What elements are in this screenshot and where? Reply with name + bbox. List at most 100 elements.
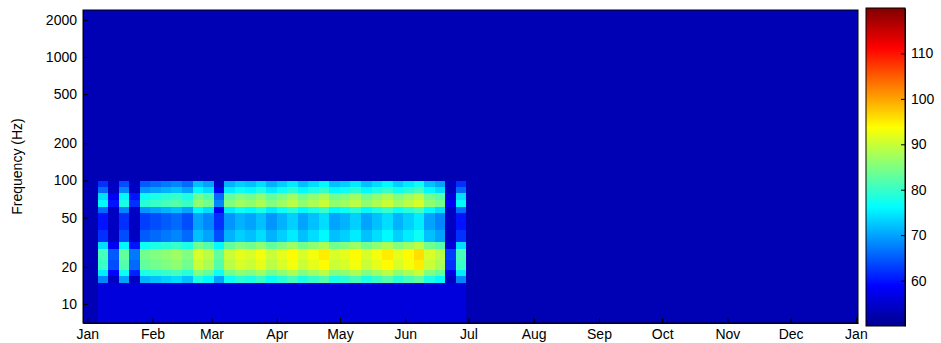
cell — [214, 282, 225, 323]
cell — [161, 269, 172, 275]
cell — [319, 206, 330, 213]
axis-line — [905, 9, 906, 327]
cell — [466, 249, 858, 260]
cell — [150, 242, 161, 250]
cell — [319, 180, 330, 186]
cell — [287, 212, 298, 230]
cell — [287, 230, 298, 242]
cell — [403, 192, 414, 200]
cell — [298, 242, 309, 250]
cell — [140, 212, 151, 230]
tick: Jun — [394, 318, 417, 342]
tick: Aug — [522, 318, 547, 342]
cell — [424, 242, 435, 250]
cell — [308, 192, 319, 200]
cell — [83, 206, 98, 213]
cell — [382, 249, 393, 260]
cell — [382, 206, 393, 213]
tick: 200 — [54, 135, 88, 151]
cell — [193, 259, 204, 270]
tick: Feb — [141, 318, 165, 342]
tick: Sep — [587, 318, 612, 342]
cell — [266, 206, 277, 213]
cell — [171, 186, 182, 193]
cell — [329, 186, 340, 193]
cell — [129, 186, 140, 193]
color-axis: 60708090100110 — [901, 9, 935, 327]
cell — [308, 10, 319, 181]
cell — [256, 275, 267, 282]
cell — [393, 180, 404, 186]
cell — [319, 230, 330, 242]
cell — [298, 269, 309, 275]
cell — [140, 192, 151, 200]
cell — [393, 186, 404, 193]
cell — [277, 200, 288, 207]
cell — [245, 269, 256, 275]
cell — [340, 275, 351, 282]
cell — [256, 230, 267, 242]
cell — [456, 275, 467, 282]
cell — [182, 206, 193, 213]
tick-label: 100 — [54, 172, 78, 188]
tick-label: May — [327, 326, 353, 342]
cell — [193, 230, 204, 242]
cell — [319, 249, 330, 260]
tick-mark — [211, 318, 212, 323]
cell — [277, 206, 288, 213]
cell — [214, 192, 225, 200]
cell — [340, 206, 351, 213]
cell — [182, 200, 193, 207]
cell — [393, 249, 404, 260]
cell — [235, 282, 246, 323]
cell — [424, 212, 435, 230]
cell — [319, 10, 330, 181]
cell — [129, 200, 140, 207]
cell — [150, 275, 161, 282]
cell — [445, 275, 456, 282]
tick-mark — [599, 318, 600, 323]
cell — [129, 230, 140, 242]
cell — [182, 282, 193, 323]
cell — [350, 282, 361, 323]
cell — [466, 269, 858, 275]
cell — [287, 259, 298, 270]
cell — [414, 212, 425, 230]
cell — [256, 200, 267, 207]
cell — [129, 259, 140, 270]
cell — [298, 249, 309, 260]
cell — [108, 230, 119, 242]
cell — [266, 282, 277, 323]
cell — [266, 192, 277, 200]
tick: 70 — [901, 227, 927, 243]
cell — [224, 206, 235, 213]
cell — [372, 192, 383, 200]
cell — [193, 269, 204, 275]
cell — [403, 186, 414, 193]
cell — [372, 206, 383, 213]
cell — [171, 206, 182, 213]
cell — [445, 192, 456, 200]
cell — [445, 242, 456, 250]
tick-label: 70 — [911, 227, 927, 243]
cell — [361, 200, 372, 207]
tick-label: Sep — [587, 326, 612, 342]
cell — [224, 249, 235, 260]
cell — [83, 230, 98, 242]
cell — [235, 10, 246, 181]
cell — [245, 275, 256, 282]
tick-mark — [901, 144, 905, 145]
cell — [161, 275, 172, 282]
cell — [350, 192, 361, 200]
cell — [119, 212, 130, 230]
cell — [108, 200, 119, 207]
cell — [108, 180, 119, 186]
cell — [266, 242, 277, 250]
tick-label: 200 — [54, 135, 78, 151]
cell — [424, 206, 435, 213]
cell — [108, 242, 119, 250]
cell — [287, 275, 298, 282]
cell — [193, 242, 204, 250]
cell — [287, 282, 298, 323]
cell — [83, 242, 98, 250]
